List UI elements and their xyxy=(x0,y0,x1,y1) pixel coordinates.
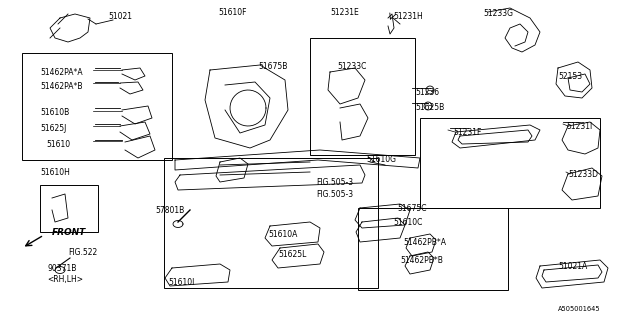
Text: 90371B: 90371B xyxy=(47,264,76,273)
Text: 51231I: 51231I xyxy=(566,122,592,131)
Text: 51231H: 51231H xyxy=(393,12,423,21)
Text: FIG.522: FIG.522 xyxy=(68,248,97,257)
Text: 51625L: 51625L xyxy=(278,250,307,259)
Text: 51610H: 51610H xyxy=(40,168,70,177)
Text: 51610I: 51610I xyxy=(168,278,195,287)
Text: 51233D: 51233D xyxy=(568,170,598,179)
Text: 51021A: 51021A xyxy=(558,262,588,271)
Text: 51233G: 51233G xyxy=(483,9,513,18)
Bar xyxy=(164,158,378,288)
Text: 51236: 51236 xyxy=(415,88,439,97)
Text: 51231F: 51231F xyxy=(453,128,481,137)
Text: 52153: 52153 xyxy=(558,72,582,81)
Text: 51610F: 51610F xyxy=(218,8,246,17)
Text: 51462PA*B: 51462PA*B xyxy=(40,82,83,91)
Text: 51462PB*A: 51462PB*A xyxy=(403,238,446,247)
Text: 51610B: 51610B xyxy=(40,108,69,117)
Text: 51462PA*A: 51462PA*A xyxy=(40,68,83,77)
Text: 51610C: 51610C xyxy=(393,218,422,227)
Text: 51231E: 51231E xyxy=(330,8,359,17)
Text: 51675B: 51675B xyxy=(258,62,287,71)
Text: FIG.505-3: FIG.505-3 xyxy=(316,178,353,187)
Text: 51610A: 51610A xyxy=(268,230,298,239)
Text: FIG.505-3: FIG.505-3 xyxy=(316,190,353,199)
Bar xyxy=(22,53,172,160)
Text: 51610: 51610 xyxy=(46,140,70,149)
Bar xyxy=(40,185,98,232)
Text: 51625B: 51625B xyxy=(415,103,444,112)
Bar xyxy=(420,118,600,208)
Text: 51610G: 51610G xyxy=(366,155,396,164)
Bar xyxy=(310,38,415,155)
Text: <RH,LH>: <RH,LH> xyxy=(47,275,83,284)
Text: 51462PB*B: 51462PB*B xyxy=(400,256,443,265)
Text: 51675C: 51675C xyxy=(397,204,426,213)
Text: 51625J: 51625J xyxy=(40,124,67,133)
Bar xyxy=(358,208,508,290)
Text: A505001645: A505001645 xyxy=(558,306,600,312)
Text: 51021: 51021 xyxy=(108,12,132,21)
Text: 57801B: 57801B xyxy=(155,206,184,215)
Text: FRONT: FRONT xyxy=(52,228,86,237)
Text: 51233C: 51233C xyxy=(337,62,366,71)
